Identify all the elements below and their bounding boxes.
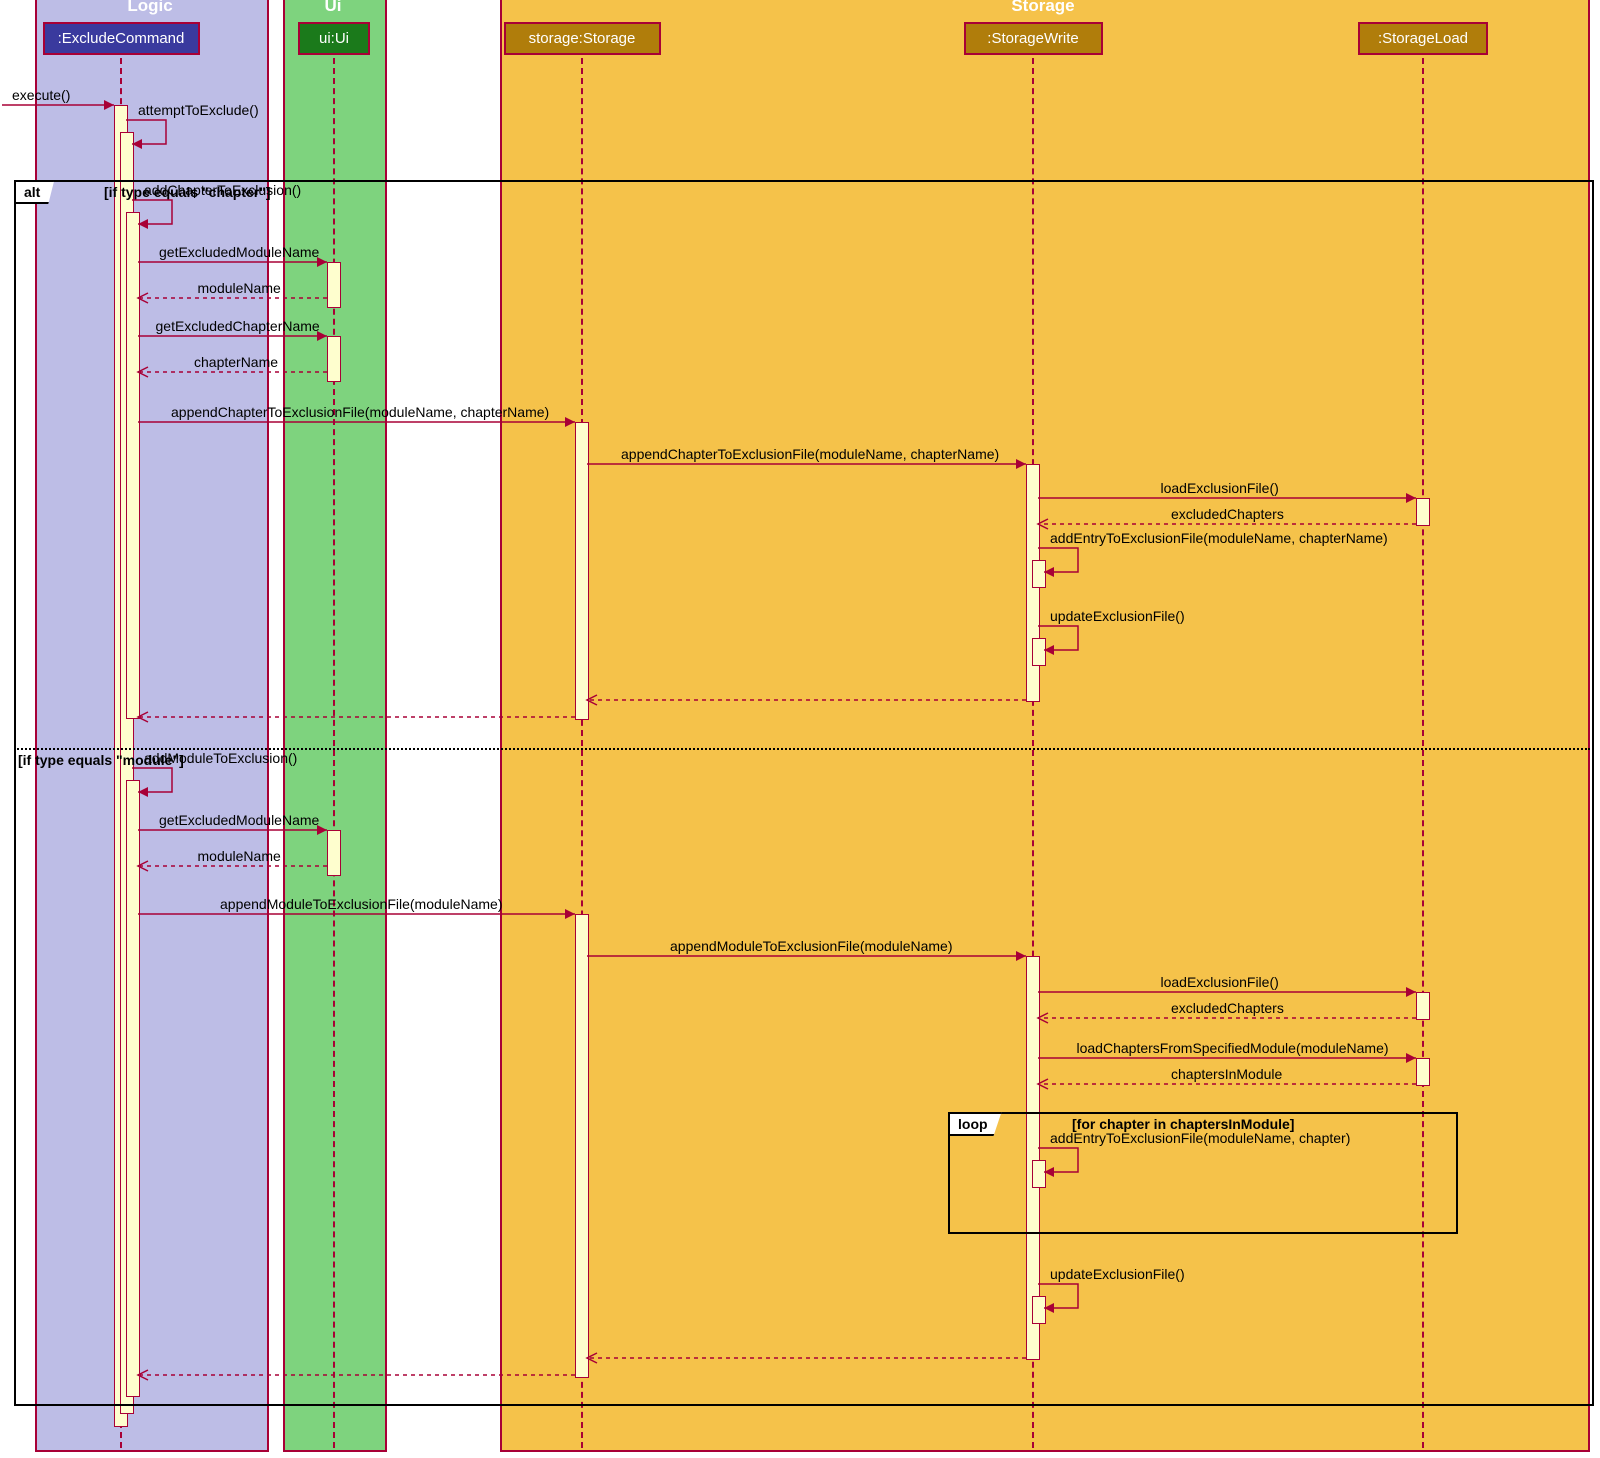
msg-arrow-27 xyxy=(0,0,1600,1458)
sequence-diagram: LogicUiStorage:ExcludeCommandui:Uistorag… xyxy=(0,0,1600,1458)
